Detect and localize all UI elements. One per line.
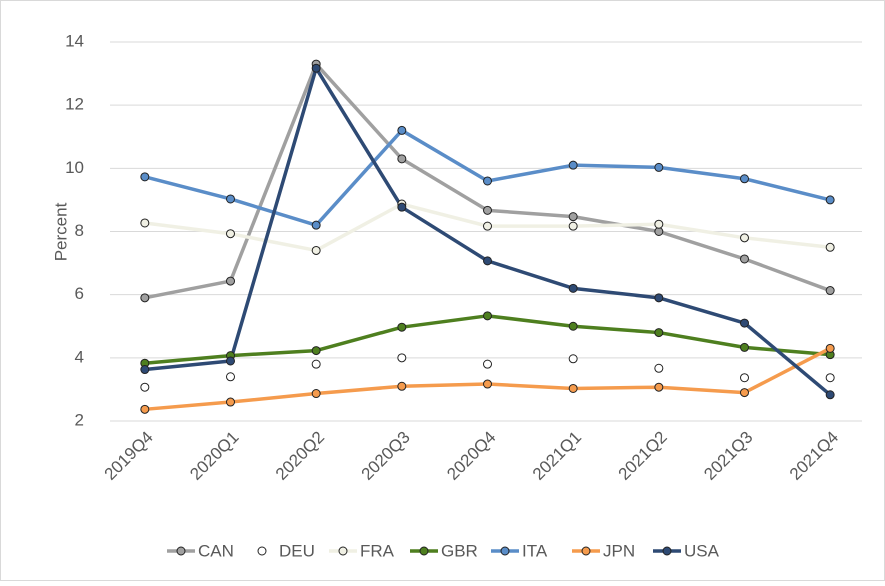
point: [825, 373, 835, 383]
point: [140, 404, 150, 414]
point: [654, 219, 664, 229]
legend-marker: [176, 546, 186, 556]
point: [226, 356, 235, 366]
point: [483, 359, 492, 369]
legend-marker: [581, 546, 591, 556]
point: [654, 382, 664, 392]
point: [397, 322, 407, 332]
point: [140, 218, 150, 228]
point: [740, 373, 749, 383]
point: [140, 365, 150, 375]
y-tick-label: 2: [75, 410, 84, 429]
point: [311, 220, 321, 230]
point: [483, 221, 492, 231]
point: [226, 276, 235, 286]
point: [226, 397, 235, 407]
point: [568, 160, 578, 170]
point: [740, 174, 749, 184]
point: [311, 346, 321, 356]
legend-label: FRA: [360, 541, 395, 560]
legend-label: JPN: [603, 541, 635, 560]
point: [654, 363, 664, 373]
point: [740, 388, 749, 398]
point: [311, 389, 321, 399]
legend-marker: [662, 546, 672, 556]
y-tick-label: 12: [65, 95, 84, 114]
y-tick-label: 14: [65, 31, 84, 50]
point: [740, 233, 749, 243]
legend-marker: [257, 546, 267, 556]
point: [568, 212, 578, 222]
legend-marker: [338, 546, 348, 556]
legend-label: ITA: [522, 541, 548, 560]
point: [311, 245, 321, 255]
point: [226, 229, 235, 239]
legend-label: CAN: [198, 541, 234, 560]
y-tick-label: 6: [75, 284, 84, 303]
point: [397, 353, 407, 363]
point: [311, 63, 321, 73]
point: [568, 354, 578, 364]
point: [825, 343, 835, 353]
point: [397, 202, 407, 212]
point: [740, 254, 749, 264]
point: [654, 162, 664, 172]
point: [397, 381, 407, 391]
point: [226, 194, 235, 204]
point: [397, 154, 407, 164]
point: [226, 372, 235, 382]
point: [483, 379, 492, 389]
point: [654, 328, 664, 338]
point: [483, 176, 492, 186]
y-axis-label: Percent: [51, 202, 70, 261]
point: [568, 283, 578, 293]
point: [311, 359, 321, 369]
point: [140, 293, 150, 303]
legend-label: USA: [684, 541, 720, 560]
point: [825, 286, 835, 296]
point: [568, 321, 578, 331]
point: [568, 383, 578, 393]
point: [140, 382, 150, 392]
point: [740, 342, 749, 352]
point: [568, 221, 578, 231]
y-tick-label: 10: [65, 158, 84, 177]
y-tick-label: 4: [75, 347, 84, 366]
point: [397, 125, 407, 135]
legend-marker: [419, 546, 429, 556]
legend-label: DEU: [279, 541, 315, 560]
point: [140, 172, 150, 182]
point: [483, 205, 492, 215]
point: [825, 390, 835, 400]
y-tick-label: 8: [75, 221, 84, 240]
legend-label: GBR: [441, 541, 478, 560]
point: [654, 293, 664, 303]
point: [483, 311, 492, 321]
point: [825, 195, 835, 205]
legend-marker: [500, 546, 510, 556]
point: [740, 318, 749, 328]
point: [483, 256, 492, 266]
point: [825, 242, 835, 252]
